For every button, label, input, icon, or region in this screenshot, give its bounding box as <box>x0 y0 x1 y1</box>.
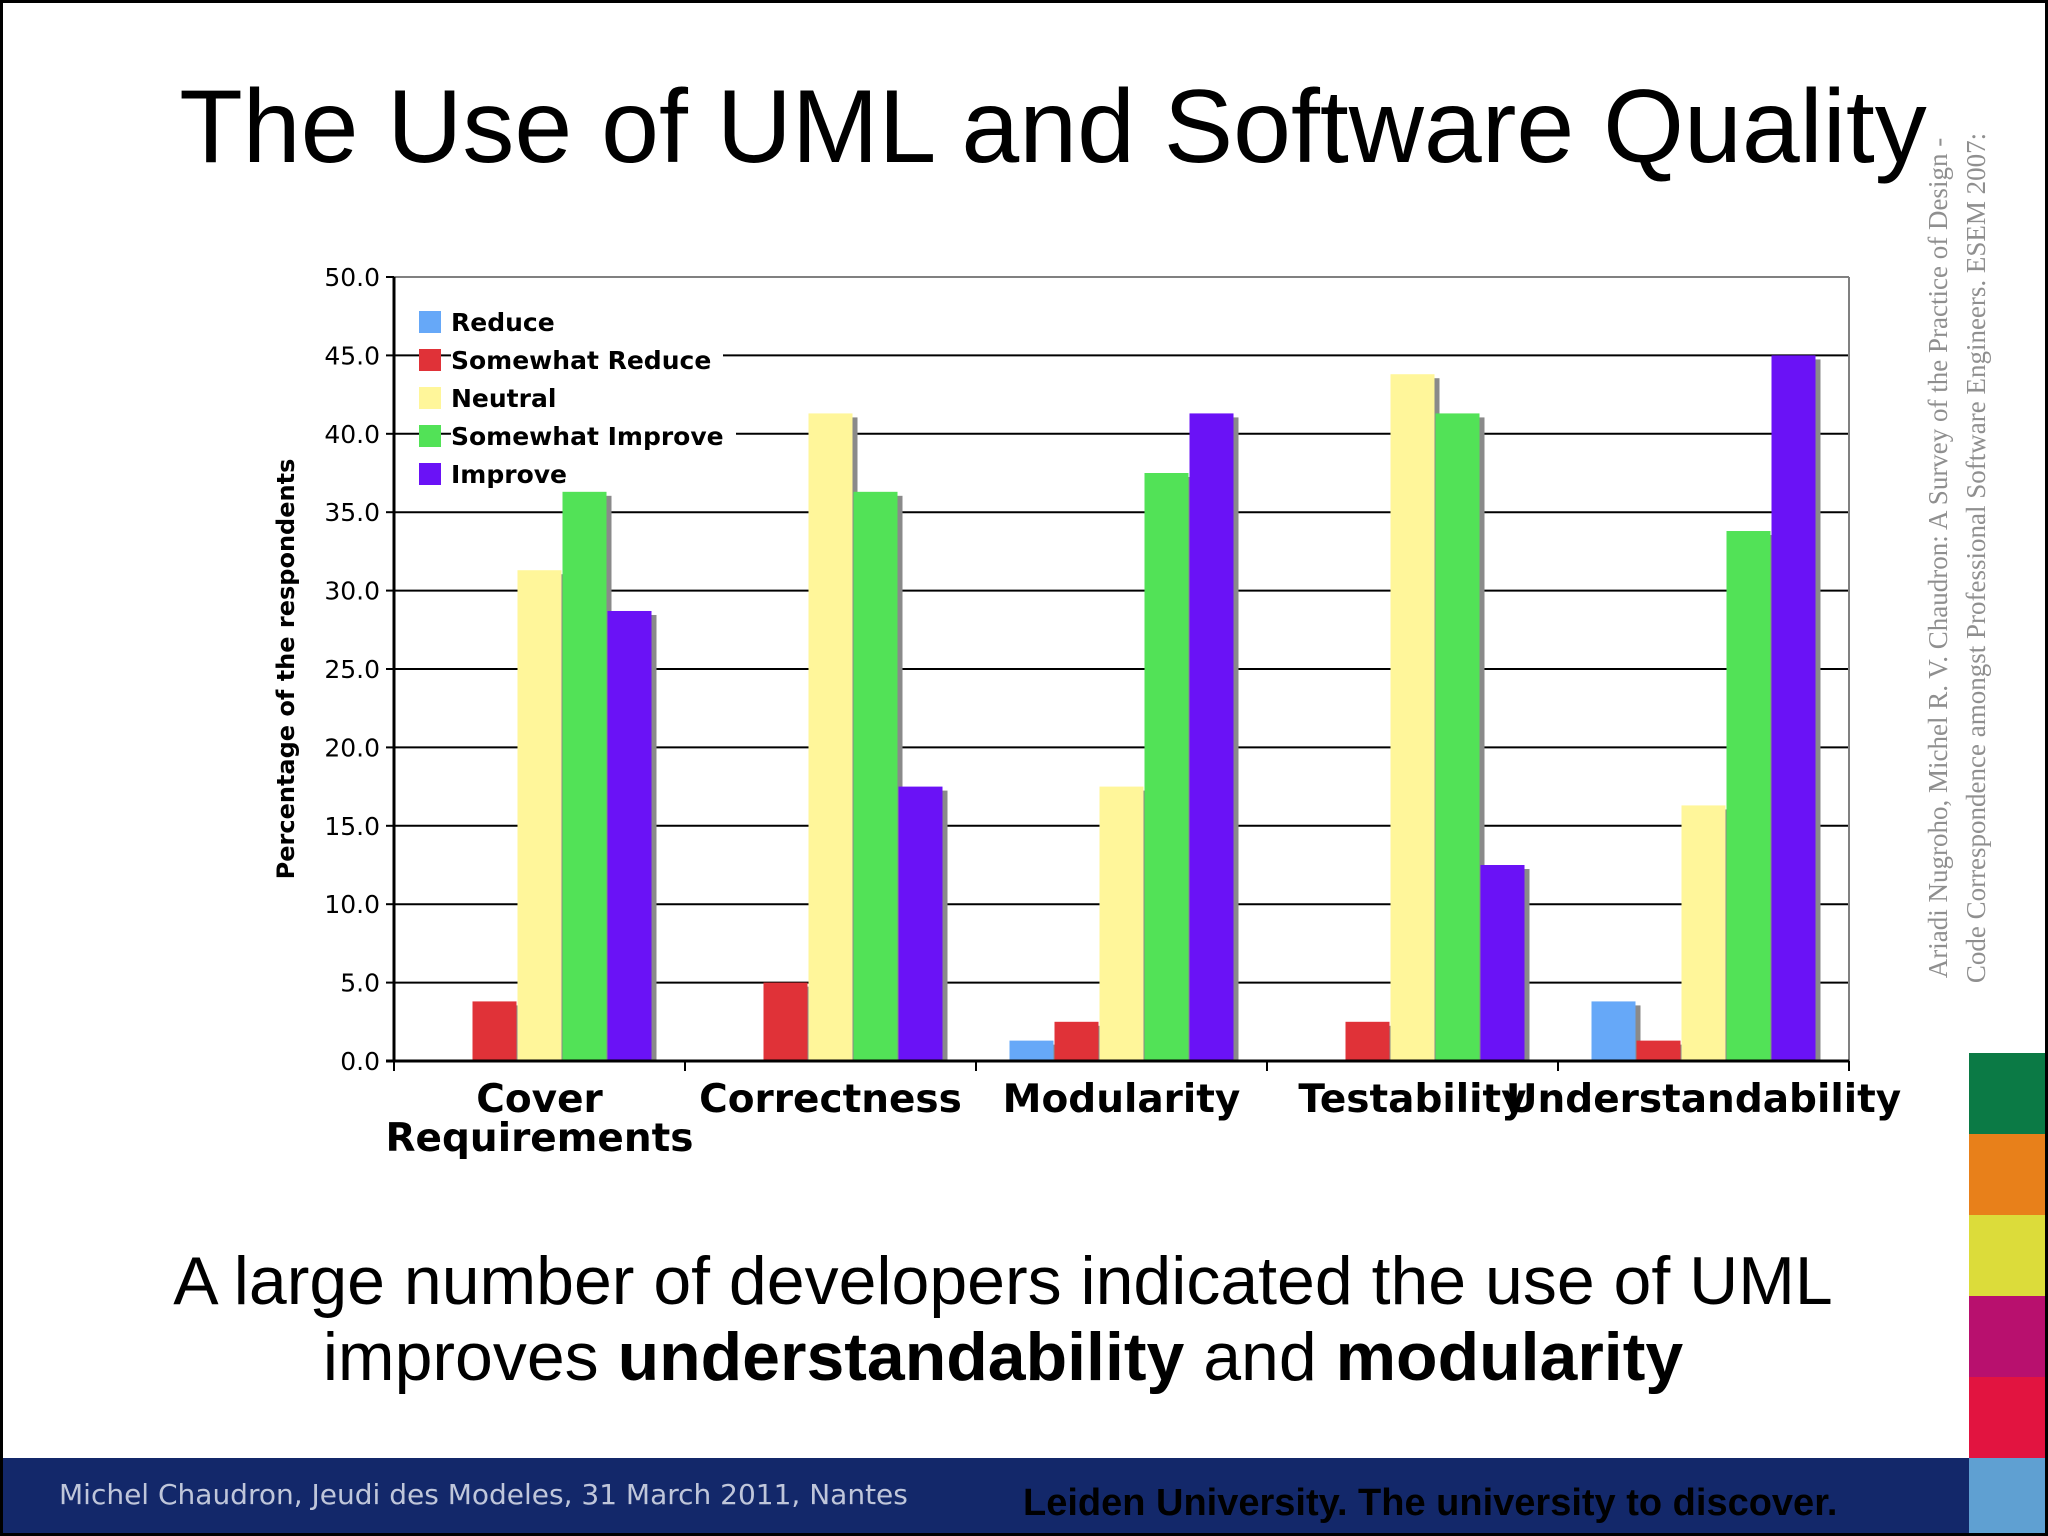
bar <box>1345 1021 1390 1061</box>
caption-pre: improves <box>322 1319 618 1396</box>
color-stripe <box>1969 1134 2045 1215</box>
color-stripe <box>1969 1458 2045 1533</box>
legend-item: Somewhat Improve <box>419 417 736 455</box>
slide-caption: A large number of developers indicated t… <box>103 1243 1903 1395</box>
color-stripe <box>1969 1215 2045 1296</box>
x-category-label: Cover <box>476 1077 603 1122</box>
x-category-label: Testability <box>1298 1077 1526 1122</box>
legend-swatch <box>419 425 441 447</box>
y-tick-label: 35.0 <box>324 498 380 527</box>
caption-line-1: A large number of developers indicated t… <box>173 1243 1833 1319</box>
legend-item: Somewhat Reduce <box>419 341 736 379</box>
legend-item: Improve <box>419 455 736 493</box>
bar <box>517 570 562 1061</box>
caption-bold-understandability: understandability <box>617 1319 1185 1396</box>
bar <box>607 610 652 1061</box>
bar <box>763 982 808 1061</box>
y-tick-label: 0.0 <box>340 1047 380 1076</box>
bar <box>898 786 943 1061</box>
bar <box>562 491 607 1061</box>
footer-slogan: Leiden University. The university to dis… <box>1023 1482 1838 1524</box>
caption-line-2: improves understandability and modularit… <box>103 1319 1903 1395</box>
x-category-label: Understandability <box>1506 1077 1901 1122</box>
y-tick-label: 25.0 <box>324 655 380 684</box>
y-tick-label: 15.0 <box>324 812 380 841</box>
legend-swatch <box>419 349 441 371</box>
footer-bar: Michel Chaudron, Jeudi des Modeles, 31 M… <box>3 1458 1969 1533</box>
bar <box>1636 1040 1681 1061</box>
bar <box>808 413 853 1061</box>
legend-label: Somewhat Improve <box>451 421 736 451</box>
legend-item: Reduce <box>419 303 736 341</box>
caption-mid: and <box>1184 1319 1336 1396</box>
bar <box>1681 805 1726 1061</box>
legend-swatch <box>419 463 441 485</box>
bar <box>1009 1040 1054 1061</box>
x-category-label: Modularity <box>1003 1077 1241 1122</box>
legend-label: Neutral <box>451 383 569 413</box>
bar <box>1726 531 1771 1061</box>
bar-chart: 0.0 5.0 10.0 15.0 20.0 25.0 30.0 35.0 40.0 45.0 50… <box>272 263 1901 1161</box>
bar <box>1771 355 1816 1061</box>
y-tick-label: 10.0 <box>324 890 380 919</box>
bar <box>1099 786 1144 1061</box>
slide-title: The Use of UML and Software Quality <box>179 69 1927 185</box>
x-category-label: Requirements <box>386 1116 694 1161</box>
footer-presenter: Michel Chaudron, Jeudi des Modeles, 31 M… <box>59 1478 908 1511</box>
caption-bold-modularity: modularity <box>1335 1319 1684 1396</box>
color-stripe <box>1969 1377 2045 1458</box>
color-stripes <box>1969 1053 2045 1533</box>
bar <box>1435 413 1480 1061</box>
legend-label: Somewhat Reduce <box>451 345 724 375</box>
color-stripe <box>1969 1296 2045 1377</box>
bar <box>1144 473 1189 1061</box>
bar <box>472 1001 517 1061</box>
x-category-label: Correctness <box>699 1077 962 1122</box>
y-tick-label: 40.0 <box>324 420 380 449</box>
bar <box>1054 1021 1099 1061</box>
legend-swatch <box>419 311 441 333</box>
y-axis-title: Percentage of the respondents <box>272 459 300 880</box>
legend-label: Improve <box>451 459 580 489</box>
legend-label: Reduce <box>451 307 567 337</box>
chart-legend: Reduce Somewhat Reduce Neutral Somewhat Imp… <box>419 303 736 493</box>
y-tick-label: 50.0 <box>324 263 380 292</box>
bar <box>1591 1001 1636 1061</box>
y-tick-label: 20.0 <box>324 733 380 762</box>
y-tick-label: 5.0 <box>340 969 380 998</box>
y-tick-label: 30.0 <box>324 577 380 606</box>
legend-item: Neutral <box>419 379 736 417</box>
bar <box>853 491 898 1061</box>
bar <box>1189 413 1234 1061</box>
color-stripe <box>1969 1053 2045 1134</box>
y-tick-label: 45.0 <box>324 341 380 370</box>
bar <box>1390 374 1435 1061</box>
bar <box>1480 865 1525 1061</box>
legend-swatch <box>419 387 441 409</box>
